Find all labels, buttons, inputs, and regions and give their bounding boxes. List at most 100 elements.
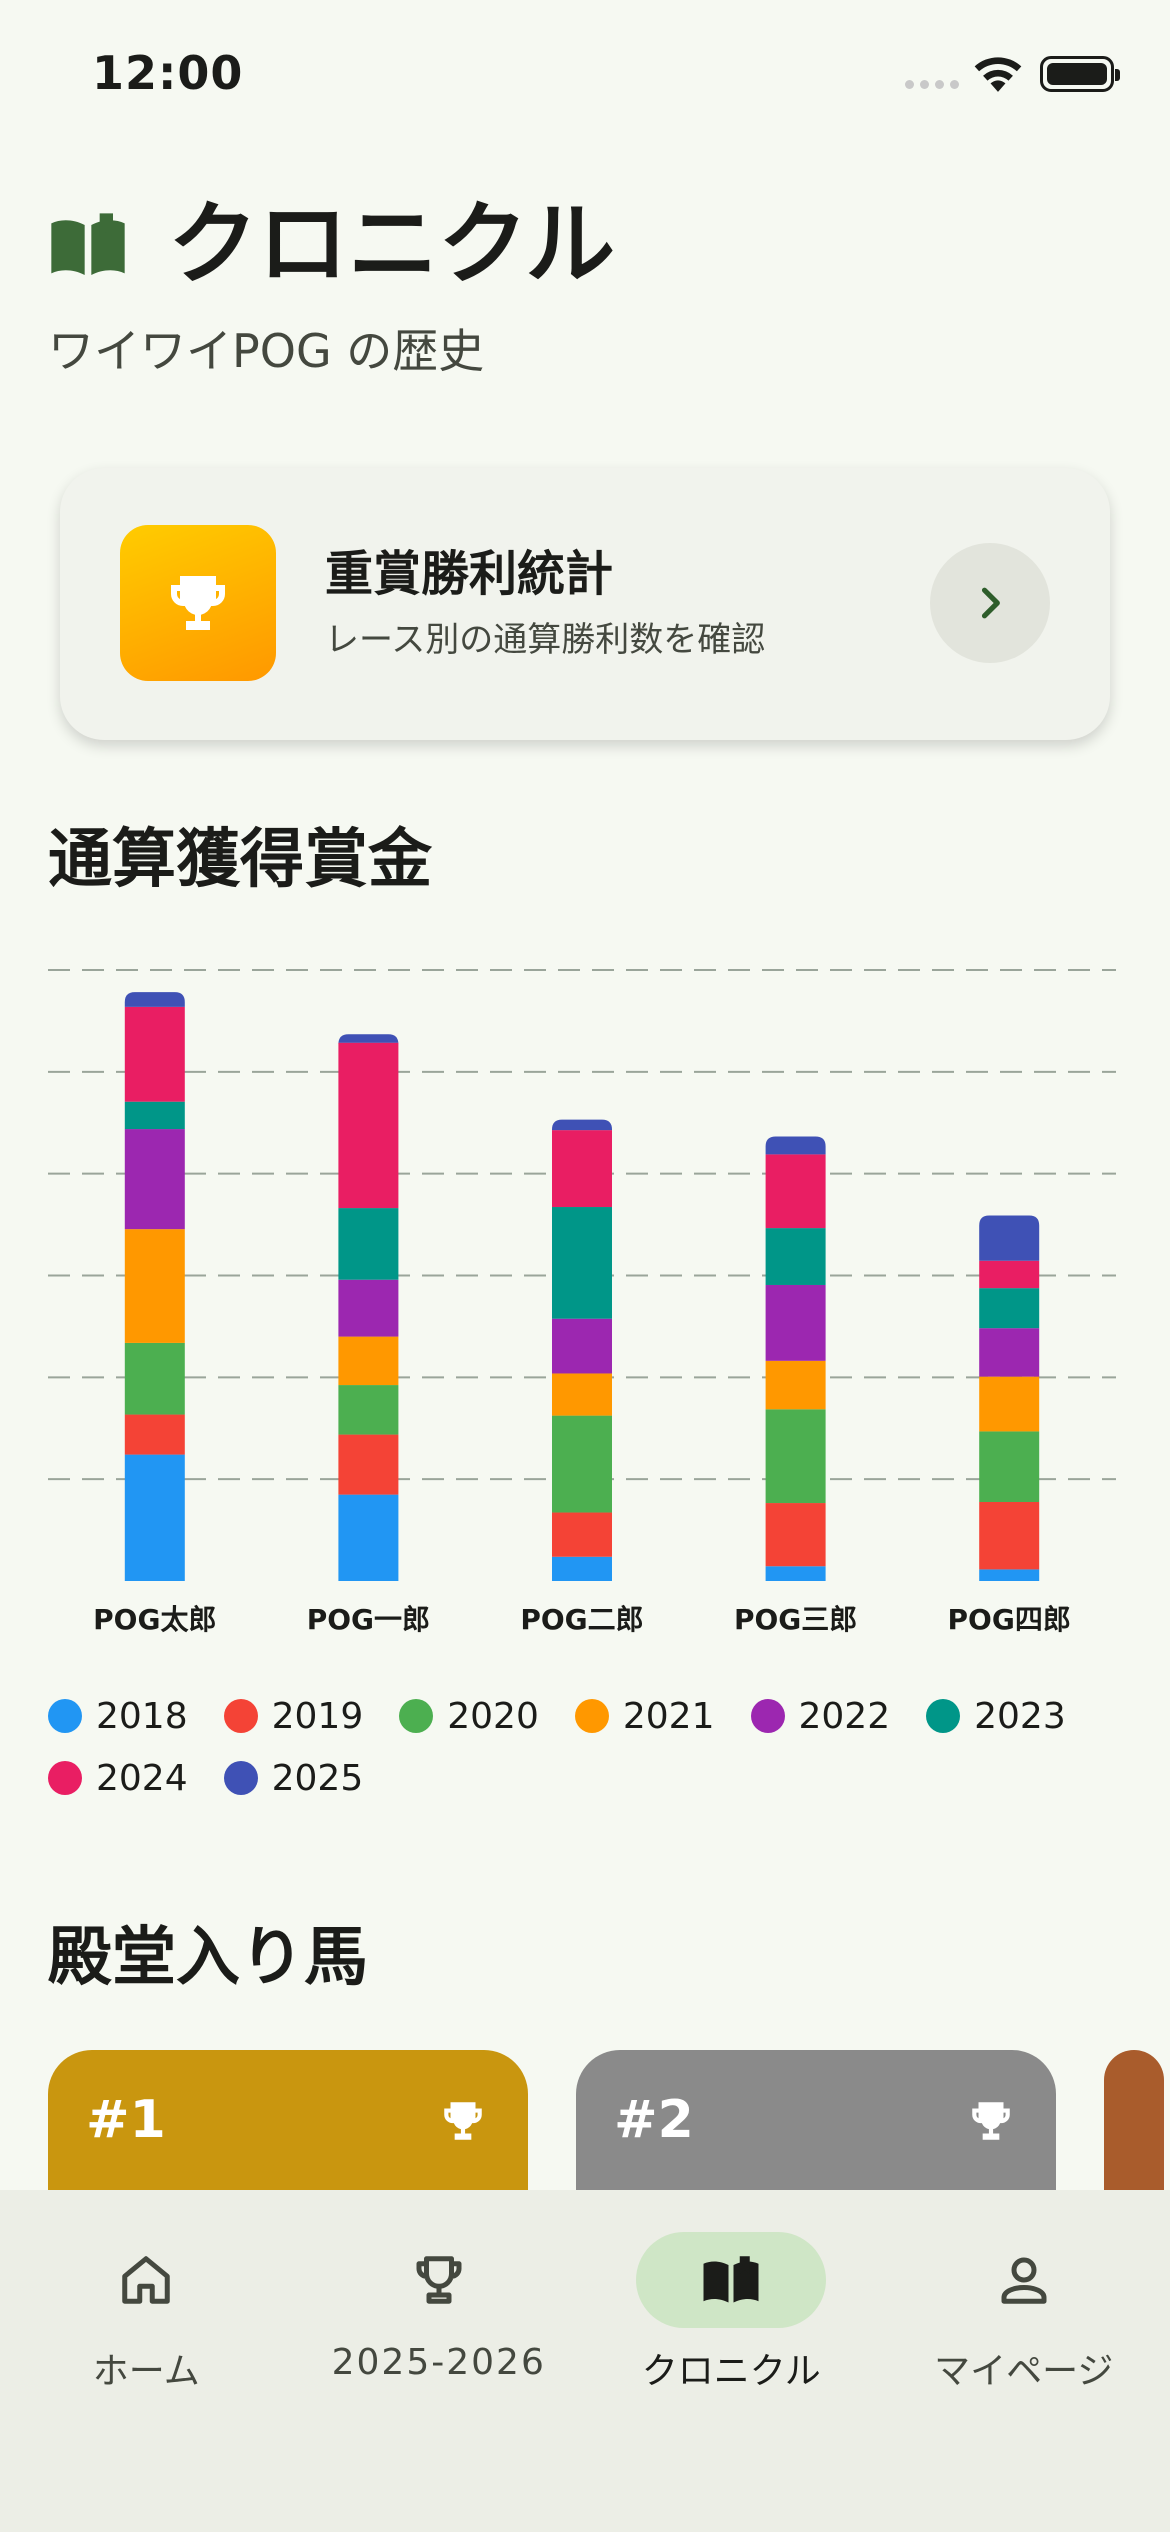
- legend-item: 2022: [750, 1695, 891, 1737]
- bottom-navigation: ホーム 2025-2026 クロニクル マイページ: [0, 2190, 1170, 2532]
- bar-stack[interactable]: [552, 1119, 612, 1581]
- bar-segment: [979, 1569, 1040, 1581]
- bar-segment: [765, 1136, 826, 1155]
- legend-label: 2018: [96, 1695, 188, 1737]
- bar-segment: [338, 1279, 399, 1337]
- bar-segment: [552, 1318, 612, 1374]
- bar-segment: [338, 1385, 399, 1435]
- legend-label: 2020: [447, 1695, 539, 1737]
- legend-label: 2019: [271, 1695, 364, 1737]
- bar-segment: [765, 1284, 826, 1361]
- bar-segment: [765, 1228, 826, 1285]
- bar-segment: [124, 1454, 185, 1581]
- chevron-right-icon: [981, 587, 1000, 619]
- bar-stack[interactable]: [338, 1034, 399, 1581]
- legend-label: 2023: [974, 1695, 1066, 1737]
- bar-segment: [124, 1101, 185, 1130]
- legend-item: 2019: [223, 1695, 364, 1737]
- nav-label: クロニクル: [641, 2351, 821, 2392]
- bar-segment: [124, 992, 185, 1007]
- bar-stack[interactable]: [124, 992, 185, 1581]
- legend-swatch: [574, 1699, 609, 1733]
- section-title-hall-of-fame: 殿堂入り馬: [48, 1921, 368, 1995]
- trophy-icon: [444, 2102, 482, 2140]
- legend-item: 2024: [48, 1757, 188, 1799]
- nav-item-mypage[interactable]: マイページ: [878, 2190, 1170, 2410]
- bar-segment: [124, 1414, 185, 1455]
- bar-segment: [338, 1336, 399, 1386]
- open-stats-button[interactable]: [930, 543, 1050, 663]
- x-tick-label: POG太郎: [93, 1603, 216, 1636]
- card-title: 重賞勝利統計: [325, 546, 614, 602]
- bar-segment: [979, 1260, 1040, 1289]
- trophy-icon: [416, 2256, 462, 2304]
- bar-segment: [552, 1373, 612, 1416]
- nav-label: ホーム: [92, 2351, 200, 2392]
- chart-legend: 2018 2019 2020 2021 2022 2023 2024 2025: [48, 1695, 1128, 1799]
- nav-item-season[interactable]: 2025-2026: [293, 2190, 586, 2410]
- bar-segment: [552, 1207, 612, 1319]
- bar-segment: [765, 1154, 826, 1229]
- bar-segment: [765, 1360, 826, 1410]
- legend-swatch: [48, 1761, 82, 1795]
- legend-label: 2024: [96, 1757, 188, 1799]
- book-icon: [703, 2256, 759, 2303]
- legend-item: 2018: [48, 1695, 188, 1737]
- page-subtitle: ワイワイPOG の歴史: [48, 324, 485, 378]
- earnings-chart: POG太郎 POG一郎 POG二郎 POG三郎 POG四郎: [48, 969, 1116, 1636]
- nav-indicator: [636, 2232, 827, 2328]
- legend-swatch: [223, 1761, 258, 1795]
- bar-segment: [979, 1328, 1040, 1377]
- nav-label: 2025-2026: [331, 2342, 546, 2383]
- trophy-icon: [972, 2102, 1010, 2140]
- battery-icon: [1040, 56, 1120, 92]
- status-bar: 12:00: [0, 0, 1170, 150]
- bar-segment: [124, 1229, 185, 1343]
- graded-wins-stats-card[interactable]: 重賞勝利統計 レース別の通算勝利数を確認: [60, 468, 1110, 740]
- x-tick-label: POG三郎: [734, 1603, 857, 1636]
- x-tick-label: POG一郎: [307, 1603, 430, 1636]
- bar-segment: [979, 1501, 1040, 1570]
- bar-segment: [124, 1129, 185, 1230]
- legend-swatch: [223, 1699, 258, 1733]
- hall-rank: #2: [614, 2090, 694, 2150]
- page-title: クロニクル: [168, 192, 616, 297]
- bar-segment: [765, 1409, 826, 1504]
- bar-segment: [124, 1006, 185, 1102]
- legend-label: 2022: [798, 1695, 891, 1737]
- card-subtitle: レース別の通算勝利数を確認: [325, 620, 766, 660]
- nav-label: マイページ: [934, 2351, 1114, 2392]
- legend-item: 2023: [926, 1695, 1066, 1737]
- bar-segment: [765, 1503, 826, 1567]
- bar-segment: [338, 1042, 399, 1209]
- legend-swatch: [926, 1699, 961, 1733]
- bar-segment: [338, 1208, 399, 1280]
- bar-stack[interactable]: [979, 1215, 1040, 1581]
- bar-stack[interactable]: [765, 1136, 826, 1581]
- status-time: 12:00: [92, 46, 244, 100]
- x-tick-label: POG四郎: [948, 1603, 1071, 1636]
- nav-item-home[interactable]: ホーム: [0, 2190, 293, 2410]
- bar-segment: [979, 1431, 1040, 1502]
- bar-segment: [338, 1034, 399, 1045]
- trophy-icon: [171, 576, 225, 630]
- legend-swatch: [48, 1699, 82, 1733]
- home-icon: [122, 2256, 170, 2304]
- wifi-icon: [974, 57, 1022, 92]
- bar-segment: [765, 1566, 826, 1581]
- bar-segment: [552, 1556, 612, 1581]
- legend-item: 2020: [399, 1695, 539, 1737]
- book-icon: [51, 213, 125, 275]
- page-header: クロニクル ワイワイPOG の歴史: [48, 190, 1128, 380]
- legend-item: 2021: [574, 1695, 715, 1737]
- bar-segment: [552, 1512, 612, 1557]
- legend-label: 2021: [622, 1695, 715, 1737]
- bar-segment: [338, 1434, 399, 1495]
- bar-segment: [552, 1119, 612, 1131]
- signal-icon: [905, 80, 959, 89]
- person-icon: [1001, 2257, 1047, 2304]
- nav-item-chronicle[interactable]: クロニクル: [585, 2190, 878, 2410]
- bar-segment: [552, 1415, 612, 1513]
- x-tick-label: POG二郎: [520, 1603, 643, 1636]
- bar-segment: [552, 1130, 612, 1208]
